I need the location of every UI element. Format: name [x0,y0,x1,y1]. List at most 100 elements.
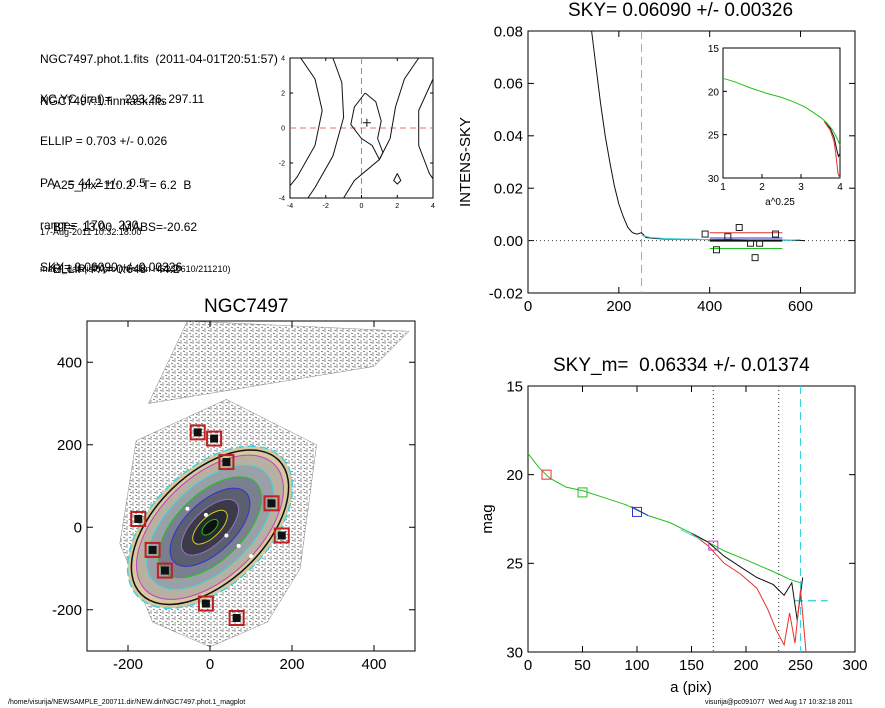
footnote-program: make_datalist0.pro (version HS230610/211… [40,264,231,274]
inset-series-red [823,121,841,179]
contour-line [350,92,384,161]
mag-xtick-label: 150 [679,657,704,674]
galaxy-mask-box [206,430,223,447]
galaxy-xtick-label: -200 [113,656,143,673]
contour-ytick-label: 4 [281,55,285,62]
mag-xtick-label: 100 [624,657,649,674]
magnitude-plot: 0 50 100 150 200 250 300 15 20 25 30 mag a (pix) [479,378,868,696]
galaxy-ellipse-core [201,518,219,536]
contour-line [307,57,345,199]
galaxy-star-dot [203,512,208,517]
inset-ytick-label: 15 [708,44,720,55]
sky-xtick-label: 400 [697,298,722,315]
galaxy-ytick-label: 400 [57,354,82,371]
galaxy-mask-box [156,562,173,579]
mag-frame [527,385,856,653]
galaxy-mask-box [263,495,280,512]
sky-ytick-label: 0.08 [494,23,523,40]
sky-title: SKY= 0.06090 +/- 0.00326 [568,0,794,21]
mag-ylabel: mag [479,504,496,533]
sky-ytick-label: 0.04 [494,128,523,145]
inset-series-dark [824,121,841,158]
contour-xtick-label: -2 [323,203,329,210]
galaxy-xtick-label: 400 [361,656,386,673]
galaxy-mask-box [218,454,235,471]
galaxy-mask-core [160,566,169,575]
header-extra: A25_pix=110.2 T= 6.2 B BT= 13.00 MABS=-2… [53,150,197,290]
footer-user: visurija@pc091077 Wed Aug 17 10:32:18 20… [705,699,853,706]
mag-series-red [691,532,807,653]
inset-ytick-label: 30 [708,174,720,185]
contour-line [343,57,420,199]
inset-xlabel: a^0.25 [765,197,795,208]
contour-ytick-label: 0 [281,125,285,132]
contour-line [289,57,323,187]
sky-box-marker [747,239,755,247]
galaxy-mask-core [222,458,231,467]
galaxy-ytick-label: -200 [52,602,82,619]
extra-bt: BT= 13.00 MABS=-20.62 [53,220,198,234]
sky-box-marker [756,239,764,247]
galaxy-mask-core [201,599,210,608]
contour-ytick-label: 2 [281,90,285,97]
galaxy-mask-core [134,515,143,523]
header-footnotes: 17-Aug-2011 10:32:18.00 make_datalist0.p… [40,205,230,286]
sky-xtick-label: 600 [788,298,813,315]
contour-xtick-label: -4 [287,203,293,210]
param-xcyc: XC,YC (iraf)= 293.26, 297.11 [40,92,205,106]
inset-xtick-label: 3 [798,182,804,193]
sky-xtick-label: 0 [524,298,532,315]
mag-ytick-label: 30 [506,644,523,661]
contour-xtick-label: 2 [395,203,399,210]
galaxy-mask-box [228,610,245,626]
param-range: range= 170.- 230. [40,218,142,232]
galaxy-title: NGC7497 [204,296,289,317]
mag-series-green [527,453,801,584]
galaxy-image-plot: -200 0 200 400 -200 0 200 400 [52,320,416,673]
contour-plot: -4 -2 0 2 4 -4 -2 0 2 4 [279,55,435,210]
mag-series-dark [691,532,804,621]
galaxy-mask-core [193,428,202,437]
galaxy-field-upper [148,320,410,404]
sky-ylabel: INTENS-SKY [457,117,474,207]
galaxy-frame [86,320,416,652]
mag-ytick-label: 15 [506,378,523,395]
galaxy-mask-box [130,511,147,527]
header-line-1: NGC7497.phot.1.fits (2011-04-01T20:51:57… [40,52,278,66]
inset-xtick-label: 1 [720,182,726,193]
mag-ytick-label: 25 [506,556,523,573]
sky-ytick-label: 0.06 [494,76,523,93]
galaxy-star-dot [224,533,229,538]
contour-small-loop [393,173,402,185]
sky-frame [527,30,856,294]
galaxy-xtick-label: 200 [279,656,304,673]
galaxy-star-dot [185,506,190,511]
sky-ytick-label: 0.02 [494,180,523,197]
galaxy-mask-core [267,499,276,508]
galaxy-ytick-label: 200 [57,437,82,454]
inset-xtick-label: 4 [837,182,843,193]
contour-xtick-label: 4 [431,203,435,210]
mag-xtick-label: 0 [524,657,532,674]
footer-path: /home/visurija/NEWSAMPLE_200711.dir/NEW.… [8,699,246,706]
sky-ytick-label: -0.02 [489,285,523,302]
sky-ytick-label: 0.00 [494,233,523,250]
contour-line [418,78,434,180]
mag-title: SKY_m= 0.06334 +/- 0.01374 [553,355,810,376]
header-line-2: NGC7497.1.finmask.fits [40,94,167,108]
galaxy-outer-ellipse-black [130,449,290,606]
galaxy-star-dot [236,543,241,548]
header-file-lines: NGC7497.phot.1.fits (2011-04-01T20:51:57… [40,24,278,122]
mag-series-blue [631,506,649,516]
footnote-date: 17-Aug-2011 10:32:18.00 [40,227,142,237]
galaxy-xtick-label: 0 [206,656,214,673]
galaxy-mask-core [232,614,241,622]
mag-box-marker [541,469,552,480]
mag-series-cyan [680,529,703,541]
mag-box-marker [632,506,642,517]
contour-ytick-label: -2 [279,160,285,167]
sky-box-marker [724,233,732,241]
mag-xtick-label: 250 [788,657,813,674]
galaxy-mask-box [144,541,161,558]
sky-box-marker [701,230,709,238]
